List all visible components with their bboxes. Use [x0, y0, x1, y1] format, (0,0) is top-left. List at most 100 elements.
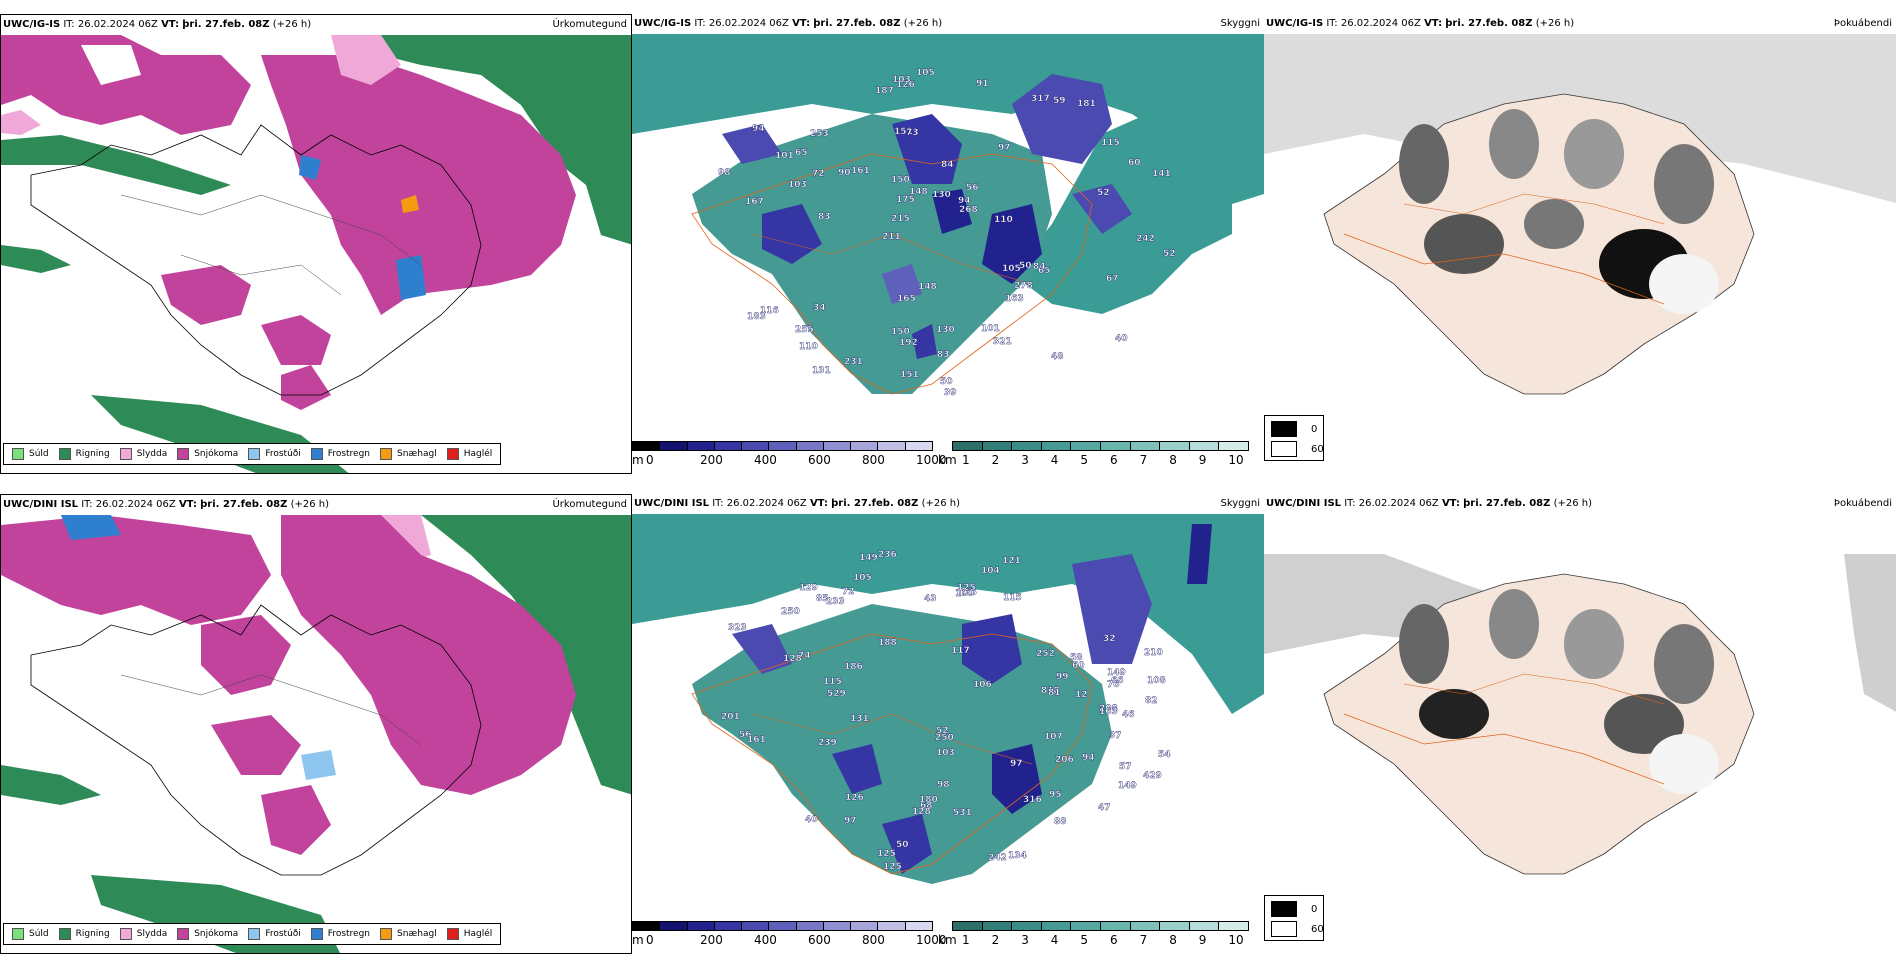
colorbar-tick: 2 [991, 453, 1000, 467]
cloud-base-label: 84 [941, 160, 954, 170]
legend-item: Rigning [58, 928, 110, 940]
precip-panel-row1: UWC/IG-IS IT: 26.02.2024 06Z VT: þri. 27… [0, 14, 632, 474]
cloud-base-label: 108 [1147, 676, 1166, 686]
fog-legend-swatch [1271, 921, 1297, 937]
cloud-base-label: 268 [959, 205, 978, 215]
colorbar-tick: 800 [862, 933, 885, 947]
colorbar-tick: 7 [1139, 453, 1148, 467]
cloud-base-label: 65 [1038, 266, 1051, 276]
legend-label: Frostregn [327, 449, 371, 459]
colorbar-swatch [904, 921, 933, 931]
fog-legend: 0 60 [1264, 895, 1324, 941]
colorbar-tick: 1 [962, 933, 970, 947]
legend-label: Haglél [463, 449, 493, 459]
cloud-base-label: 117 [951, 646, 970, 656]
cloud-base-label: 98 [937, 780, 950, 790]
precip-type-legend: Súld Rigning Slydda Snjókoma Frostúði Frostre… [3, 443, 502, 465]
colorbar-swatch [1159, 441, 1190, 451]
cloud-base-label: 81 [1048, 688, 1061, 698]
cloud-base-label: 161 [851, 166, 870, 176]
precip-map-row2 [1, 495, 631, 953]
colorbar-tick: 9 [1198, 933, 1207, 947]
colorbar-swatch [1218, 441, 1249, 451]
cloud-base-label: 56 [739, 730, 752, 740]
cloud-base-label: 131 [812, 366, 831, 376]
cloud-base-label: 40 [805, 815, 818, 825]
legend-swatch [310, 928, 323, 940]
cloud-base-label: 125 [957, 583, 976, 593]
cloud-base-label: 88 [1054, 817, 1067, 827]
fog-legend-label: 0 [1311, 903, 1318, 915]
cloud-base-label: 66 [1111, 676, 1124, 686]
cloud-base-label: 242 [1136, 234, 1155, 244]
colorbar-tick: 0 [646, 933, 654, 947]
colorbar-tick: 9 [1198, 453, 1207, 467]
cloud-base-label: 58 [1070, 653, 1083, 663]
cloud-base-label: 73 [906, 128, 919, 138]
colorbar-swatch [1159, 921, 1190, 931]
cloud-base-label: 85 [816, 594, 829, 604]
cloud-base-label: 187 [875, 86, 894, 96]
cloud-base-label: 116 [760, 306, 779, 316]
colorbar-unit: km [938, 453, 957, 467]
colorbar-tick: 200 [700, 453, 723, 467]
colorbar-swatch [768, 441, 797, 451]
colorbar-swatch [741, 441, 770, 451]
cloud-base-label: 818 [1041, 686, 1060, 696]
colorbar-swatch [822, 921, 852, 931]
legend-label: Snjókoma [194, 929, 239, 939]
legend-item: Slydda [119, 448, 167, 460]
legend-item: Súld [12, 448, 49, 460]
cloud-base-label: 60 [1072, 661, 1085, 671]
cloud-base-label: 105 [916, 68, 935, 78]
colorbar-swatch [1100, 441, 1131, 451]
cloud-base-label: 100 [955, 589, 974, 599]
cloud-base-label: 72 [812, 169, 825, 179]
cloud-base-label: 115 [1003, 593, 1022, 603]
legend-swatch [310, 448, 323, 460]
cloud-base-label: 76 [1107, 680, 1120, 690]
legend-item: Súld [12, 928, 49, 940]
cloud-base-label: 91 [976, 79, 989, 89]
colorbar-swatch [822, 441, 852, 451]
cloud-base-label: 129 [799, 583, 818, 593]
colorbar-swatch [795, 921, 824, 931]
colorbar-swatch [659, 921, 688, 931]
colorbar-swatch [632, 921, 661, 931]
precip-type-legend: Súld Rigning Slydda Snjókoma Frostúði Frostre… [3, 923, 502, 945]
fog-legend: 0 60 [1264, 415, 1324, 461]
cloud-base-label: 52 [936, 726, 949, 736]
colorbar-swatch [713, 921, 743, 931]
colorbar-tick: 1 [962, 453, 970, 467]
cloud-base-label: 163 [1005, 294, 1024, 304]
colorbar-swatch [877, 441, 906, 451]
colorbar-tick: 7 [1139, 933, 1148, 947]
cloud-base-label: 134 [1008, 851, 1027, 861]
colorbar-tick: 1000 [916, 933, 947, 947]
colorbar-tick: 10 [1228, 933, 1244, 947]
cloud-base-label: 188 [878, 638, 897, 648]
fog-legend-swatch [1271, 441, 1297, 457]
cloud-base-label: 130 [936, 325, 955, 335]
model-header: UWC/IG-IS IT: 26.02.2024 06Z VT: þri. 27… [1266, 18, 1575, 29]
cloud-base-label: 60 [1128, 158, 1141, 168]
cloud-panel-row1: 167 211 97 151 84 116 161 110 73 56 65 94 126 105 60 21… [632, 14, 1264, 474]
fog-panel-row2: UWC/DINI ISL IT: 26.02.2024 06Z VT: þri.… [1264, 494, 1896, 954]
fog-legend-row: 0 [1271, 901, 1317, 917]
legend-item: Frostúði [248, 928, 301, 940]
cloud-base-label: 50 [1019, 261, 1032, 271]
cloud-base-label: 98 [718, 168, 731, 178]
cloud-base-label: 52 [1163, 249, 1176, 259]
fog-map-row2 [1264, 494, 1896, 954]
cloud-base-label: 83 [818, 212, 831, 222]
legend-label: Rigning [75, 929, 110, 939]
fog-legend-row: 60 [1271, 921, 1324, 937]
cloud-base-label: 278 [1014, 281, 1033, 291]
model-header: UWC/IG-IS IT: 26.02.2024 06Z VT: þri. 27… [3, 19, 312, 30]
cloud-base-label: 105 [1002, 264, 1021, 274]
cloud-base-label: 250 [781, 607, 800, 617]
cloud-base-label: 148 [909, 187, 928, 197]
precip-map-row1 [1, 15, 631, 473]
colorbar-tick: 600 [808, 933, 831, 947]
colorbar-swatch [904, 441, 933, 451]
